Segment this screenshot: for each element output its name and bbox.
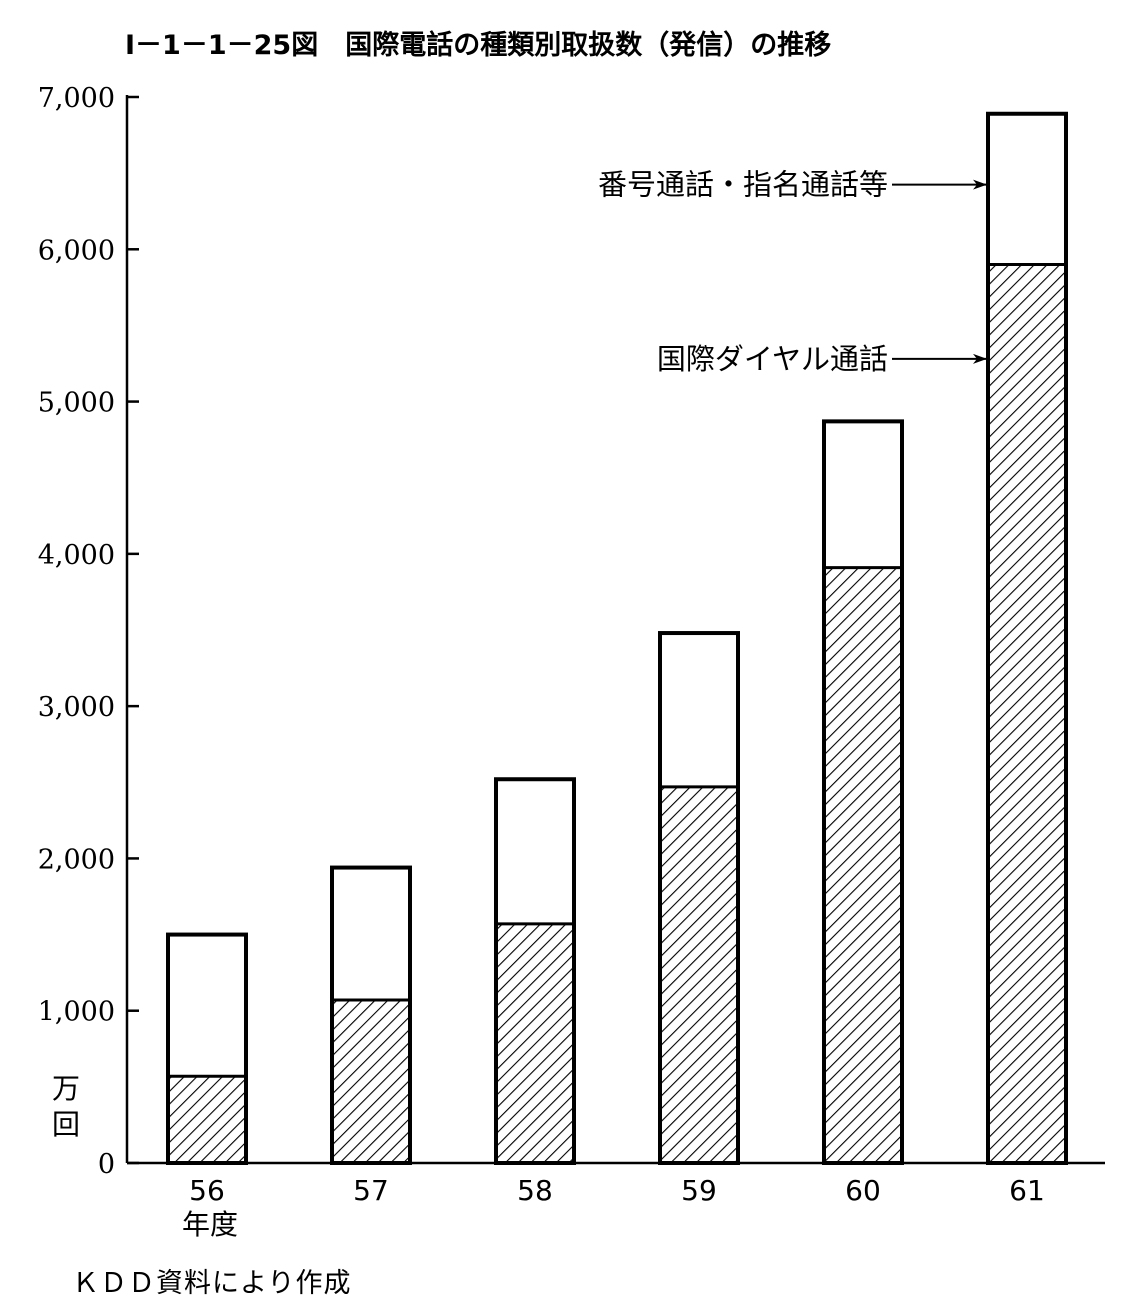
bar-segment-other [332, 867, 410, 1001]
bar-outline [494, 777, 576, 1165]
legend-label-dial: 国際ダイヤル通話 [657, 342, 888, 376]
y-axis-unit-label: 万回 [52, 1072, 80, 1141]
bar-segment-other [824, 421, 902, 568]
bar-outline [822, 419, 904, 1165]
bar-segment-other [660, 633, 738, 787]
bar-segment-dial [332, 1000, 410, 1163]
y-tick-label: 2,000 [38, 844, 115, 875]
x-tick-label: 61 [1009, 1174, 1045, 1207]
bar-segment-dial [988, 264, 1066, 1163]
x-axis-label: 年度 [182, 1208, 238, 1241]
y-tick-label: 5,000 [38, 388, 115, 419]
bars [166, 111, 1068, 1166]
x-tick-label: 56 [189, 1174, 225, 1207]
y-tick-label: 3,000 [38, 692, 115, 723]
axes: 0 1,000 2,000 3,000 4,000 5,000 6,000 7,000 [38, 83, 1105, 1180]
x-tick-labels: 56 57 58 59 60 61 [189, 1174, 1045, 1207]
x-tick-label: 58 [517, 1174, 553, 1207]
chart-title: Ⅰ－1－1－25図 国際電話の種類別取扱数（発信）の推移 [125, 29, 831, 61]
x-tick-label: 59 [681, 1174, 717, 1207]
bar-segment-dial [824, 567, 902, 1163]
y-tick-label: 1,000 [38, 997, 115, 1028]
y-tick-label: 6,000 [38, 235, 115, 266]
bar-outline [330, 865, 412, 1166]
legend-label-other: 番号通話・指名通話等 [598, 168, 888, 202]
y-tick-label: 0 [98, 1149, 115, 1180]
bar-segment-other [496, 779, 574, 924]
bar-segment-dial [168, 1076, 246, 1163]
y-tick-label: 4,000 [38, 540, 115, 571]
bar-outline [658, 631, 740, 1165]
y-tick-label: 7,000 [38, 83, 115, 114]
x-tick-label: 60 [845, 1174, 881, 1207]
bar-segment-other [988, 113, 1066, 265]
x-tick-label: 57 [353, 1174, 389, 1207]
bar-outline [166, 932, 248, 1165]
source-note: ＫＤＤ資料により作成 [72, 1268, 351, 1299]
bar-segment-dial [496, 923, 574, 1163]
bar-segment-other [168, 934, 246, 1077]
bar-outline [986, 111, 1068, 1165]
bar-segment-dial [660, 786, 738, 1163]
